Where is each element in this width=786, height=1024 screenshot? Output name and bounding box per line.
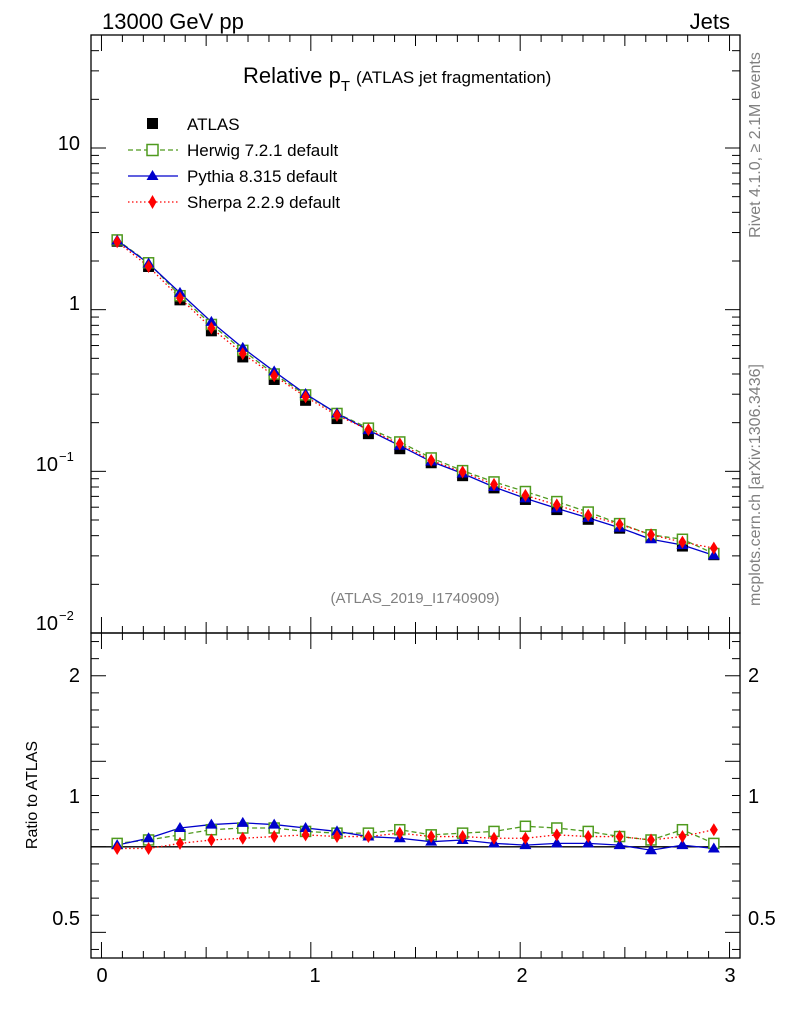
ratio-point-pythia	[173, 822, 186, 832]
collision-energy-label: 13000 GeV pp	[102, 9, 244, 34]
plot-title: Relative pT (ATLAS jet fragmentation)	[243, 63, 551, 95]
legend-marker-sherpa	[148, 195, 157, 209]
main-point-sherpa	[427, 453, 436, 467]
ratio-point-pythia	[707, 842, 720, 853]
main-point-sherpa	[584, 508, 593, 522]
main-point-sherpa	[490, 477, 499, 491]
main-point-sherpa	[113, 235, 122, 249]
ratio-point-herwig	[519, 820, 532, 833]
ratio-ytick-label-right-0.5: 0.5	[748, 908, 776, 930]
xtick-label-3: 3	[724, 965, 735, 987]
ratio-point-sherpa	[678, 830, 687, 844]
main-ytick-exp-0.1: −1	[59, 449, 74, 464]
ratio-ytick-label-right-2: 2	[748, 665, 759, 687]
xtick-label-2: 2	[516, 965, 527, 987]
main-point-pythia	[205, 315, 218, 326]
legend-entry-herwig: Herwig 7.2.1 default	[128, 141, 338, 160]
main-point-sherpa	[364, 423, 373, 437]
main-point-sherpa	[678, 535, 687, 549]
ratio-series-group	[111, 816, 720, 856]
ratio-point-pythia	[299, 822, 312, 832]
legend-label-atlas: ATLAS	[187, 115, 240, 134]
process-label: Jets	[690, 9, 730, 34]
ratio-ytick-label-2: 2	[69, 665, 80, 687]
main-point-sherpa	[709, 541, 718, 555]
main-point-sherpa	[270, 369, 279, 383]
main-point-sherpa	[332, 408, 341, 422]
ratio-frame	[90, 632, 741, 959]
xtick-label-0: 0	[96, 965, 107, 987]
ratio-line-sherpa	[117, 829, 714, 850]
ratio-point-pythia	[142, 832, 155, 843]
ratio-ytick-label-1: 1	[69, 786, 80, 808]
ratio-point-sherpa	[395, 826, 404, 840]
ratio-point-sherpa	[332, 830, 341, 844]
legend-marker-atlas	[147, 118, 158, 129]
ratio-point-pythia	[645, 844, 658, 855]
main-point-sherpa	[647, 528, 656, 542]
main-point-sherpa	[238, 347, 247, 361]
main-panel: Relative pT (ATLAS jet fragmentation) 10 …	[36, 34, 741, 635]
main-ytick-label-0.01: 10	[36, 613, 58, 635]
ratio-point-sherpa	[584, 830, 593, 844]
main-axis-ticks	[91, 34, 740, 634]
main-ytick-label-0.1: 10	[36, 454, 58, 476]
ratio-point-sherpa	[647, 833, 656, 847]
ratio-point-sherpa	[615, 830, 624, 844]
ratio-point-pythia	[268, 818, 281, 829]
legend-entry-atlas: ATLAS	[147, 115, 240, 134]
legend-entry-pythia: Pythia 8.315 default	[128, 167, 338, 186]
ratio-point-sherpa	[238, 831, 247, 845]
legend-marker-herwig	[146, 143, 159, 157]
legend: ATLAS Herwig 7.2.1 default Pythia 8.315 …	[128, 115, 340, 212]
ratio-axis-ticks	[91, 633, 740, 958]
ratio-point-sherpa	[270, 830, 279, 844]
ratio-point-sherpa	[552, 828, 561, 842]
main-ytick-exp-0.01: −2	[59, 608, 74, 623]
ratio-point-sherpa	[427, 830, 436, 844]
main-point-sherpa	[207, 321, 216, 335]
ratio-point-sherpa	[175, 836, 184, 850]
ratio-point-sherpa	[207, 833, 216, 847]
rivet-version-label: Rivet 4.1.0, ≥ 2.1M events	[747, 52, 764, 238]
ratio-point-sherpa	[709, 823, 718, 837]
ratio-point-pythia	[236, 816, 249, 827]
ratio-point-sherpa	[490, 831, 499, 845]
ratio-panel: Ratio to ATLAS 2 1 0.5 2 1 0.5 0 1 2 3	[24, 632, 776, 987]
legend-label-sherpa: Sherpa 2.2.9 default	[187, 193, 340, 212]
ratio-point-sherpa	[458, 830, 467, 844]
ratio-point-pythia	[550, 837, 563, 848]
analysis-id-watermark: (ATLAS_2019_I1740909)	[330, 590, 499, 607]
ratio-point-pythia	[676, 839, 689, 850]
ratio-point-pythia	[205, 818, 218, 829]
ratio-point-pythia	[613, 839, 626, 850]
xtick-label-1: 1	[309, 965, 320, 987]
main-point-sherpa	[395, 437, 404, 451]
main-point-sherpa	[615, 517, 624, 531]
ratio-point-sherpa	[113, 842, 122, 856]
main-point-sherpa	[301, 390, 310, 404]
ratio-point-sherpa	[521, 831, 530, 845]
main-series-group	[111, 234, 720, 561]
legend-label-pythia: Pythia 8.315 default	[187, 167, 338, 186]
legend-marker-pythia	[146, 170, 159, 180]
legend-entry-sherpa: Sherpa 2.2.9 default	[128, 193, 340, 212]
main-point-sherpa	[521, 488, 530, 502]
main-point-pythia	[236, 341, 249, 352]
ratio-ytick-label-0.5: 0.5	[52, 908, 80, 930]
ratio-point-sherpa	[364, 830, 373, 844]
legend-label-herwig: Herwig 7.2.1 default	[187, 141, 338, 160]
main-point-sherpa	[144, 259, 153, 273]
ratio-point-sherpa	[144, 842, 153, 856]
mcplots-credit-label: mcplots.cern.ch [arXiv:1306.3436]	[747, 364, 764, 606]
ratio-ytick-label-right-1: 1	[748, 786, 759, 808]
main-ytick-label-10: 10	[58, 133, 80, 155]
main-ytick-label-1: 1	[69, 293, 80, 315]
ratio-ylabel: Ratio to ATLAS	[24, 741, 41, 849]
main-point-sherpa	[458, 465, 467, 479]
main-point-sherpa	[175, 291, 184, 305]
ratio-point-sherpa	[301, 828, 310, 842]
main-point-sherpa	[552, 498, 561, 512]
